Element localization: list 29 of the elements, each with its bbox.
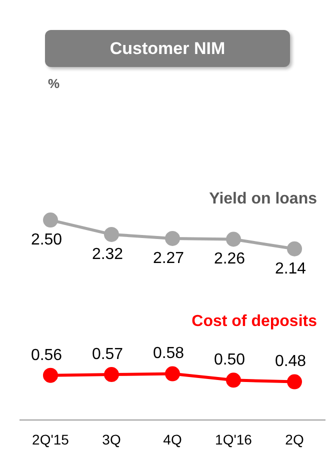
data-label: 0.50 xyxy=(214,352,246,369)
data-label: 0.58 xyxy=(152,345,184,362)
point xyxy=(165,366,180,382)
point xyxy=(104,367,119,382)
series-label: Yield on loans xyxy=(209,190,318,208)
x-tick-label: 4Q xyxy=(163,431,182,448)
chart-title: Customer NIM xyxy=(45,30,290,67)
data-label: 2.50 xyxy=(30,231,62,248)
data-label: 2.27 xyxy=(152,250,184,267)
point xyxy=(226,232,241,247)
point xyxy=(226,372,241,388)
point xyxy=(104,226,119,242)
data-label: 0.57 xyxy=(92,346,124,363)
x-tick-label: 2Q'15 xyxy=(32,431,70,448)
point xyxy=(165,230,180,246)
x-tick-label: 2Q xyxy=(285,431,304,448)
point xyxy=(43,212,58,228)
text: Cost of deposits xyxy=(192,313,318,330)
data-label: 0.48 xyxy=(274,353,306,370)
data-label: 2.26 xyxy=(214,250,246,268)
x-tick-label: 1Q'16 xyxy=(215,431,252,448)
point xyxy=(43,368,58,383)
text: % xyxy=(48,76,60,91)
point xyxy=(287,374,302,390)
x-tick-label: 3Q xyxy=(102,431,121,448)
data-label: 2.32 xyxy=(92,246,124,263)
data-label: 0.56 xyxy=(30,346,62,364)
point xyxy=(287,241,302,256)
data-label: 2.14 xyxy=(274,260,306,278)
